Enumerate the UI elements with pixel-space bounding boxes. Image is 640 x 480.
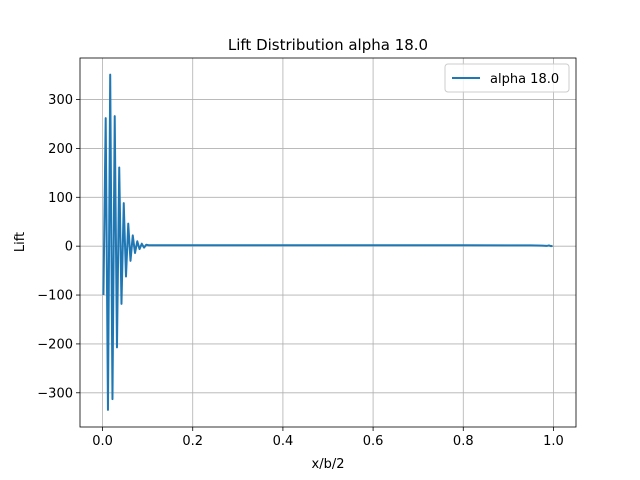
y-tick-label: 0 [65, 240, 73, 255]
x-tick-label: 0.0 [92, 434, 113, 449]
y-tick-label: 200 [48, 142, 73, 157]
x-tick-label: 0.4 [273, 434, 294, 449]
plot-frame [79, 57, 577, 428]
y-axis-label: Lift [13, 232, 28, 252]
chart-title: Lift Distribution alpha 18.0 [228, 36, 428, 54]
y-tick-label: 100 [48, 191, 73, 206]
y-axis-ticks: −300 −200 −100 0 100 200 300 [37, 93, 80, 401]
y-tick-label: −300 [37, 386, 73, 401]
y-tick-label: −200 [37, 337, 73, 352]
x-tick-label: 0.2 [182, 434, 203, 449]
y-tick-label: 300 [48, 93, 73, 108]
series-layer [102, 73, 553, 411]
y-tick-label: −100 [37, 289, 73, 304]
x-axis-label: x/b/2 [312, 457, 345, 472]
legend: alpha 18.0 [444, 63, 570, 93]
series-line [102, 73, 553, 411]
x-tick-label: 0.8 [453, 434, 474, 449]
x-tick-label: 0.6 [363, 434, 384, 449]
x-tick-label: 1.0 [543, 434, 564, 449]
plot-area [80, 58, 576, 427]
legend-label: alpha 18.0 [490, 72, 559, 87]
legend-box [444, 63, 570, 93]
x-axis-ticks: 0.0 0.2 0.4 0.6 0.8 1.0 [92, 427, 564, 449]
